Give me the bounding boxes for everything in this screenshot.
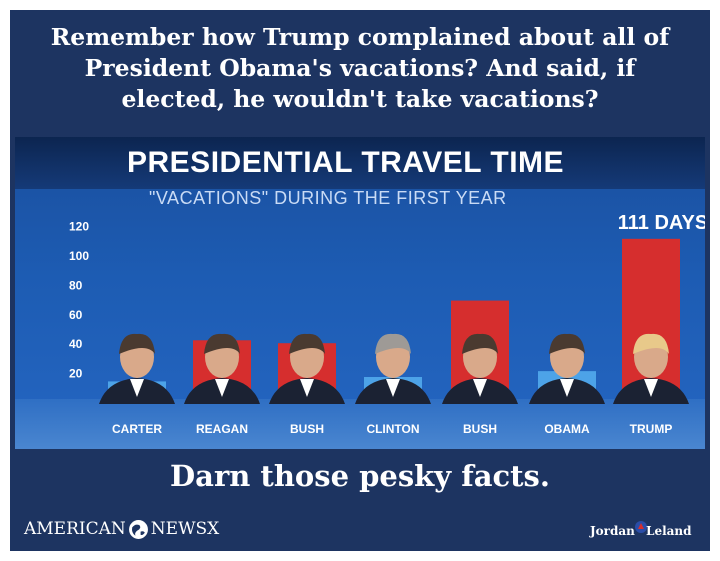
y-tick-label: 40 [69,337,83,351]
president-portrait [529,333,605,404]
brand-logo: AMERICAN NEWSX [24,516,219,542]
president-portrait [184,333,260,404]
president-portrait [355,333,431,404]
y-tick-label: 100 [69,249,89,263]
category-label: BUSH [463,422,497,436]
category-label: CARTER [112,422,162,436]
y-tick-label: 20 [69,367,83,381]
credit-last-name: Leland [646,524,692,538]
headline: Remember how Trump complained about all … [10,22,710,115]
meme-card: Remember how Trump complained about all … [10,10,710,551]
brand-name-part-1: AMERICAN [24,519,126,539]
category-label: CLINTON [366,422,419,436]
chart-panel: 120 100 80 60 40 20 CARTER REAGAN BUSH CLINTON BUS… [15,137,705,449]
president-portrait [99,333,175,404]
headline-line-3: elected, he wouldn't take vacations? [121,85,599,113]
bar-chart: 120 100 80 60 40 20 CARTER REAGAN BUSH CLINTON BUS… [69,212,705,436]
tagline: Darn those pesky facts. [170,459,550,493]
y-tick-label: 60 [69,308,83,322]
chart-subtitle: "VACATIONS" DURING THE FIRST YEAR [149,188,507,208]
headline-line-2: President Obama's vacations? And said, i… [84,54,636,82]
president-portrait [269,333,345,404]
category-label: REAGAN [196,422,248,436]
president-portrait [613,333,689,404]
data-label-annotation: 111 DAYS [618,212,705,234]
credit-mark-icon [635,521,647,533]
credit-first-name: Jordan [590,524,635,538]
category-label: TRUMP [630,422,673,436]
y-tick-label: 80 [69,278,83,292]
category-label: OBAMA [544,422,590,436]
category-label: BUSH [290,422,324,436]
headline-line-1: Remember how Trump complained about all … [50,23,670,51]
brand-name-part-2: NEWSX [150,519,220,539]
globe-icon [128,519,148,539]
y-tick-label: 120 [69,220,89,234]
chart-title: PRESIDENTIAL TRAVEL TIME [127,146,565,179]
president-portrait [442,333,518,404]
credit-logo: Jordan Leland [590,520,700,542]
chart-label-band [15,399,705,449]
chart-header-band [15,137,705,189]
